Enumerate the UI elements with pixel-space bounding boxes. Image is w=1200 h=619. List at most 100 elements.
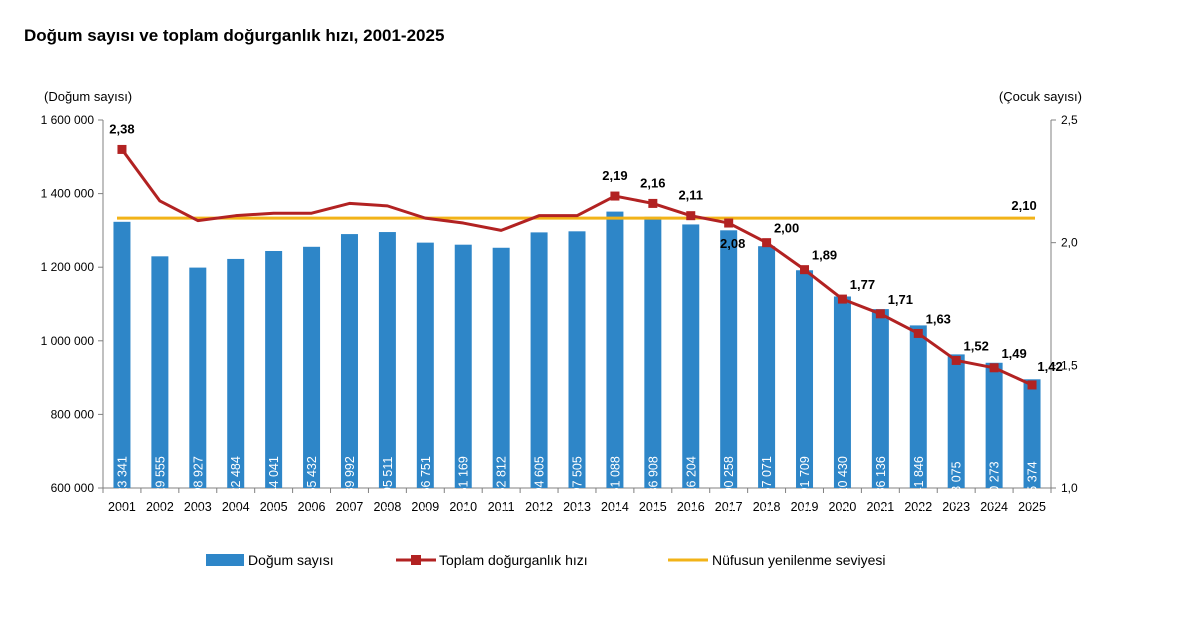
x-tick-label: 2005 <box>260 500 288 514</box>
fertility-rate-marker <box>1027 380 1037 390</box>
bar <box>378 232 396 488</box>
x-tick-label: 2016 <box>677 500 705 514</box>
bar <box>720 230 738 488</box>
bar-value-label: 1 041 846 <box>912 456 926 512</box>
legend-bar-label: Doğum sayısı <box>248 552 334 568</box>
bar-value-label: 895 374 <box>1026 461 1040 506</box>
bar <box>796 270 814 488</box>
bar-value-label: 1 257 071 <box>760 456 774 512</box>
y-left-tick-label: 1 400 000 <box>41 187 95 201</box>
legend-replacement-label: Nüfusun yenilenme seviyesi <box>712 552 886 568</box>
fertility-rate-label: 2,08 <box>720 236 745 251</box>
y-right-tick-label: 1,0 <box>1061 481 1078 495</box>
replacement-level-label: 2,10 <box>1011 198 1036 213</box>
bar-value-label: 1 266 751 <box>419 456 433 512</box>
x-tick-label: 2010 <box>449 500 477 514</box>
bar-value-label: 1 120 430 <box>836 456 850 512</box>
legend-bar-swatch <box>206 554 244 566</box>
bar <box>909 325 927 488</box>
fertility-rate-label: 1,89 <box>812 248 837 263</box>
bar <box>416 242 434 488</box>
x-tick-label: 2002 <box>146 500 174 514</box>
fertility-rate-marker <box>686 211 696 221</box>
fertility-rate-marker <box>875 309 885 319</box>
fertility-rate-marker <box>610 191 620 201</box>
y-left-tick-label: 600 000 <box>51 481 95 495</box>
x-tick-label: 2021 <box>866 500 894 514</box>
bar <box>227 258 245 488</box>
x-tick-label: 2008 <box>373 500 401 514</box>
fertility-rate-marker <box>648 198 658 208</box>
x-tick-label: 2018 <box>753 500 781 514</box>
bar-value-label: 1 297 505 <box>571 456 585 512</box>
x-tick-label: 2017 <box>715 500 743 514</box>
legend-fertility-label: Toplam doğurganlık hızı <box>439 552 588 568</box>
bar <box>340 234 358 488</box>
bar-value-label: 1 222 484 <box>229 456 243 512</box>
x-tick-label: 2023 <box>942 500 970 514</box>
bar-value-label: 1 261 169 <box>457 456 471 512</box>
x-tick-label: 2013 <box>563 500 591 514</box>
bars: 1 323 341 1 229 555 1 198 927 1 222 484 1 24… <box>113 211 1041 512</box>
y-left-tick-label: 800 000 <box>51 407 95 421</box>
x-tick-label: 2007 <box>336 500 364 514</box>
y-axis-left-label: (Doğum sayısı) <box>44 89 132 104</box>
bar <box>833 296 851 488</box>
y-axis-right-label: (Çocuk sayısı) <box>999 89 1082 104</box>
fertility-rate-label: 2,16 <box>640 175 665 190</box>
fertility-rate-label: 1,63 <box>926 311 951 326</box>
bar-value-label: 1 351 088 <box>608 456 622 512</box>
bar <box>758 246 776 488</box>
bar <box>644 216 662 488</box>
x-tick-label: 2001 <box>108 500 136 514</box>
y-left-tick-label: 1 000 000 <box>41 334 95 348</box>
bar-value-label: 1 294 605 <box>533 456 547 512</box>
fertility-rate-marker <box>913 328 923 338</box>
fertility-rate-label: 1,42 <box>1037 359 1062 374</box>
bar-value-label: 1 086 136 <box>874 456 888 512</box>
bar-value-label: 1 191 709 <box>798 456 812 512</box>
y-right-tick-label: 2,5 <box>1061 113 1078 127</box>
chart-title: Doğum sayısı ve toplam doğurganlık hızı,… <box>24 26 445 45</box>
x-tick-label: 2004 <box>222 500 250 514</box>
bar-value-label: 1 252 812 <box>495 456 509 512</box>
bar-value-label: 1 244 041 <box>267 456 281 512</box>
lines: 2,10 2,38 2,19 2,16 2,11 2,08 2,00 1,89 1,77 1,71… <box>109 121 1063 390</box>
fertility-rate-marker <box>117 144 127 154</box>
axes: 600 000 800 000 1 000 000 1 200 000 1 400 00… <box>41 113 1078 514</box>
fertility-rate-label: 2,00 <box>774 221 799 236</box>
y-right-tick-label: 2,0 <box>1061 236 1078 250</box>
x-tick-label: 2012 <box>525 500 553 514</box>
fertility-rate-label: 1,49 <box>1001 346 1026 361</box>
x-tick-label: 2014 <box>601 500 629 514</box>
fertility-rate-marker <box>724 218 734 228</box>
fertility-rate-label: 1,77 <box>850 277 875 292</box>
bar <box>189 267 207 488</box>
bar <box>113 221 131 488</box>
y-left-tick-label: 1 200 000 <box>41 260 95 274</box>
bar-value-label: 1 289 992 <box>343 456 357 512</box>
fertility-rate-label: 2,38 <box>109 121 134 136</box>
fertility-rate-label: 2,11 <box>678 188 703 203</box>
fertility-rate-marker <box>800 265 810 275</box>
x-tick-label: 2006 <box>298 500 326 514</box>
y-right-tick-label: 1,5 <box>1061 358 1078 372</box>
x-tick-label: 2015 <box>639 500 667 514</box>
legend: Doğum sayısı Toplam doğurganlık hızı Nüfus… <box>206 552 886 568</box>
bar-value-label: 1 336 908 <box>646 456 660 512</box>
x-tick-label: 2011 <box>488 500 515 514</box>
legend-fertility-marker <box>411 555 421 565</box>
bar <box>871 309 889 488</box>
bar-value-label: 1 316 204 <box>684 456 698 512</box>
bar <box>492 247 510 488</box>
bar-value-label: 1 198 927 <box>191 456 205 512</box>
bar-value-label: 1 300 258 <box>722 456 736 512</box>
fertility-rate-marker <box>951 355 961 365</box>
bar-value-label: 1 255 432 <box>305 456 319 512</box>
bar <box>947 354 965 488</box>
fertility-rate-label: 1,52 <box>964 338 989 353</box>
bar <box>265 250 283 488</box>
x-tick-label: 2003 <box>184 500 212 514</box>
bar <box>530 232 548 488</box>
